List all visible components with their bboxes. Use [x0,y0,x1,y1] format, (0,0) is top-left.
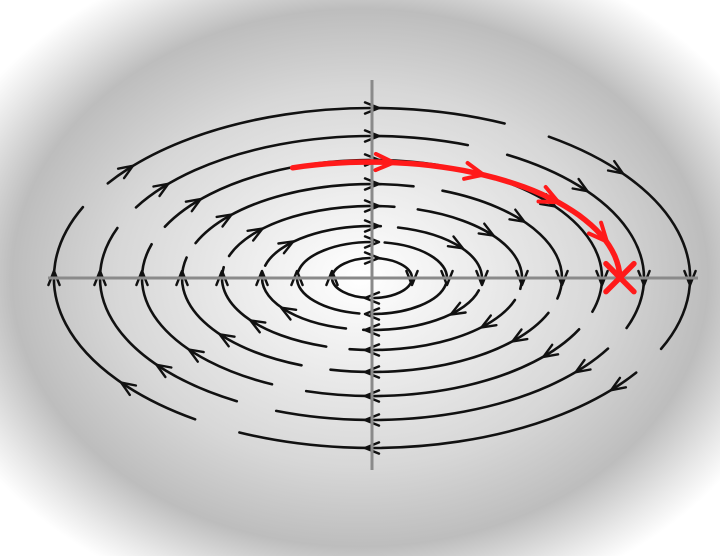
orbit-arc [304,328,581,398]
flow-arrow-icon [477,222,495,237]
flow-arrow-icon [475,269,489,287]
orbit-group [47,101,697,455]
flow-arrow-icon [246,227,264,242]
orbit-arc [348,298,517,352]
cross-marker-icon [603,260,637,295]
flow-arrow-icon [637,269,651,287]
flow-arrow-icon [571,177,589,193]
flow-arrow-icon [363,235,381,249]
flow-arrow-icon [363,343,381,357]
flow-arrow-icon [595,269,609,287]
highlight-arrow-icon [536,185,561,205]
flow-arrow-icon [363,101,381,115]
orbit-arc [547,135,692,351]
orbit-arc [370,282,448,316]
flow-arrow-icon [363,413,381,427]
flow-arrow-icon [363,365,381,379]
orbit-arc [227,204,396,258]
flow-arrow-icon [184,197,202,213]
orbit-arc [238,371,638,450]
orbit-arc [140,243,274,386]
flow-arrow-icon [290,269,304,287]
flow-arrow-icon [119,381,138,397]
flow-arrow-icon [135,269,149,287]
flow-arrow-icon [363,389,381,403]
flow-arrow-icon [606,159,625,175]
orbit-arc [180,256,303,367]
orbit-2 [290,235,454,321]
flow-arrow-icon [215,269,229,287]
orbit-arc [330,277,370,300]
flow-arrow-icon [363,441,381,455]
flow-arrow-icon [187,348,205,363]
flow-arrow-icon [116,164,135,180]
flow-arrow-icon [93,269,107,287]
flow-arrow-icon [363,291,381,305]
flow-arrow-icon [47,269,61,287]
highlight-arrow-icon [373,151,396,173]
orbit-arc [295,276,361,315]
flow-arrow-icon [405,269,419,287]
flow-arrow-icon [215,213,233,228]
orbit-arc [383,241,449,280]
flow-arrow-icon [249,319,267,334]
orbit-arc [361,289,481,332]
flow-arrow-icon [515,269,529,287]
flow-arrow-icon [555,269,569,287]
flow-arrow-icon [155,363,173,379]
flow-arrow-icon [480,314,498,329]
orbit-arc [220,265,328,348]
orbit-arc [98,226,239,403]
highlight-trajectory-group [289,151,637,295]
flow-arrow-icon [446,235,464,250]
orbit-arc [505,153,646,330]
flow-arrow-icon [255,269,269,287]
flow-arrow-icon [325,269,339,287]
flow-arrow-icon [508,208,526,223]
orbit-1 [325,251,419,305]
flow-arrow-icon [511,328,529,343]
orbit-arc [374,256,414,279]
orbit-arc [52,205,197,421]
highlight-arrow-icon [462,161,486,181]
orbit-arc [416,208,524,291]
flow-arrow-icon [363,251,381,265]
flow-arrow-icon [542,343,560,359]
flow-arrow-icon [218,333,236,348]
axes-group [48,80,698,470]
flow-arrow-icon [574,358,592,374]
orbit-arc [263,224,383,267]
orbit-arc [441,189,564,300]
flow-arrow-icon [363,199,381,213]
orbit-5 [175,177,569,379]
flow-arrow-icon [175,269,189,287]
flow-arrow-icon [152,182,170,198]
flow-arrow-icon [363,177,381,191]
flow-arrow-icon [363,307,381,321]
flow-arrow-icon [280,306,298,321]
flow-arrow-icon [363,129,381,143]
flow-arrow-icon [440,269,454,287]
orbit-arc [296,240,374,274]
flow-arrow-icon [277,240,295,255]
orbit-8 [47,101,697,455]
orbit-3 [255,219,489,337]
orbit-arc [106,106,506,185]
orbit-4 [215,199,529,357]
orbit-7 [93,129,651,427]
flow-arrow-icon [683,269,697,287]
flow-arrow-icon [363,219,381,233]
highlight-arrow-icon [586,220,609,244]
flow-arrow-icon [363,323,381,337]
flow-arrow-icon [609,376,628,392]
flow-arrow-icon [449,301,467,316]
